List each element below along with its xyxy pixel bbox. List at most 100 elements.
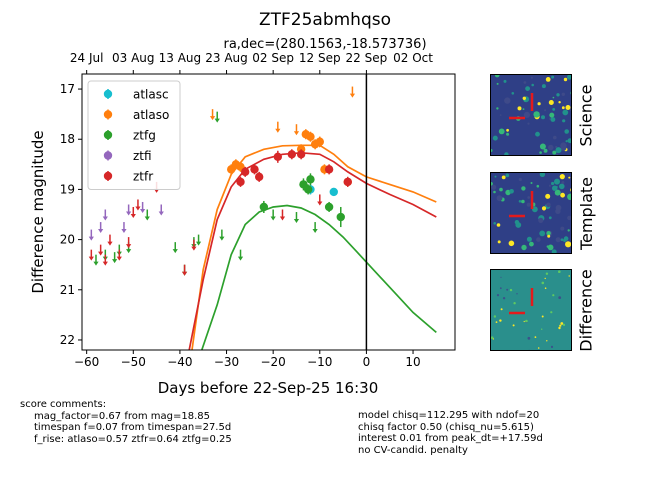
legend-item-atlaso: atlaso (103, 108, 169, 122)
x-tick-label: 10 (405, 355, 420, 369)
axis-ticks: −60 −50 −40 −30 −20 −10 0 10 17 18 19 20 21 22 24 Jul 0… (60, 51, 434, 369)
x-tick-label: −30 (214, 355, 239, 369)
detection-ztfr (296, 149, 306, 160)
upper-limit-ztfg (237, 249, 244, 261)
detection-ztfg (336, 206, 345, 228)
top-date-label: 02 Sep (252, 51, 294, 65)
score-comment-line: timespan f=0.07 from timespan=27.5d (34, 422, 232, 433)
top-date-label: 12 Sep (299, 51, 341, 65)
x-tick-label: −60 (74, 355, 99, 369)
upper-limit-ztfi (140, 201, 146, 213)
upper-limit-ztfr (317, 194, 323, 206)
model-notes: model chisq=112.295 with ndof=20 chisq fa… (358, 410, 543, 456)
top-date-label: 23 Aug (205, 51, 248, 65)
upper-limit-ztfr (102, 254, 108, 266)
top-date-label: 03 Aug (112, 51, 155, 65)
upper-limit-ztfg (172, 242, 178, 254)
legend-marker (103, 89, 113, 99)
detection-ztfr (287, 149, 297, 160)
y-axis-label: Difference magnitude (29, 130, 47, 293)
detection-ztfr (254, 171, 264, 182)
upper-limit-ztfg (219, 229, 225, 241)
science-stamp-image (490, 74, 572, 156)
upper-limit-ztfg (312, 222, 318, 234)
legend-item-ztfr: ztfr (103, 170, 153, 184)
detection-atlaso (306, 131, 315, 142)
detection-ztfr (236, 176, 245, 187)
legend-label: ztfg (133, 129, 156, 143)
detection-ztfr (343, 176, 352, 187)
science-label: Science (576, 83, 596, 147)
upper-limit-ztfi (121, 222, 127, 234)
detection-atlasc (329, 187, 338, 197)
model-note-line: chisq factor 0.50 (chisq_nu=5.615) (358, 421, 534, 433)
legend-marker (103, 130, 113, 140)
y-tick-label: 20 (60, 233, 75, 247)
template-stamp-image (490, 172, 572, 254)
y-tick-label: 17 (60, 82, 75, 96)
legend-label: atlaso (133, 108, 169, 122)
upper-limit-ztfr (191, 239, 197, 251)
difference-label: Difference (576, 268, 596, 352)
top-date-label: 24 Jul (70, 51, 104, 65)
legend-box (87, 80, 181, 190)
chart-title: ZTF25abmhqso (259, 10, 391, 30)
upper-limit-ztfg (112, 252, 118, 264)
template-label: Template (576, 176, 596, 250)
x-axis-label: Days before 22-Sep-25 16:30 (158, 379, 379, 397)
detection-atlaso (315, 136, 324, 147)
upper-limit-ztfi (98, 222, 104, 234)
upper-limit-atlaso (293, 124, 300, 136)
upper-limit-ztfr (130, 207, 136, 218)
difference-stamp-image (490, 269, 572, 351)
model-note-line: interest 0.01 from peak_dt=+17.59d (358, 433, 543, 444)
model-note-line: model chisq=112.295 with ndof=20 (358, 410, 540, 421)
detection-ztfr (273, 150, 283, 163)
upper-limit-ztfr (126, 237, 132, 249)
upper-limit-ztfr (181, 264, 188, 276)
legend-marker (103, 151, 113, 160)
upper-limit-ztfi (88, 229, 94, 241)
x-tick-label: 0 (363, 355, 371, 369)
upper-limit-ztfi (102, 209, 108, 221)
legend-item-ztfi: ztfi (103, 149, 152, 163)
upper-limit-ztfg (144, 209, 150, 221)
legend-label: ztfr (133, 170, 153, 184)
detection-ztfg (306, 173, 315, 186)
upper-limit-ztfg (93, 254, 99, 266)
upper-limit-ztfr (116, 249, 122, 261)
upper-limit-ztfg (293, 212, 300, 224)
detection-ztfg (303, 184, 313, 195)
lightcurve-chart: ZTF25abmhqso ra,dec=(280.1563,-18.573736… (29, 10, 456, 397)
x-tick-label: −10 (307, 355, 332, 369)
legend-label: atlasc (133, 88, 169, 102)
upper-limit-atlaso (275, 121, 281, 133)
legend-item-ztfg: ztfg (103, 129, 156, 143)
score-comments-heading: score comments: (20, 399, 107, 410)
y-tick-label: 21 (60, 283, 75, 297)
upper-limit-ztfi (126, 204, 132, 216)
upper-limit-ztfg (195, 234, 202, 246)
upper-limit-atlaso (209, 109, 216, 121)
y-tick-label: 18 (60, 132, 75, 146)
plot-contents (88, 74, 437, 350)
x-tick-label: −40 (167, 355, 192, 369)
upper-limit-ztfg (214, 111, 220, 123)
top-date-label: 22 Sep (346, 51, 388, 65)
chart-subtitle: ra,dec=(280.1563,-18.573736) (223, 37, 426, 52)
score-comment-line: f_rise: atlaso=0.57 ztfr=0.64 ztfg=0.25 (34, 433, 232, 445)
upper-limit-ztfr (98, 244, 104, 256)
upper-limit-ztfr (135, 199, 141, 211)
model-note-line: no CV-candid. penalty (358, 444, 468, 456)
x-tick-label: −20 (260, 355, 285, 369)
model-curve-ztfg (200, 204, 437, 350)
legend: atlasc atlaso ztfg ztfi ztfr (87, 80, 181, 190)
y-tick-label: 22 (60, 333, 75, 347)
legend-marker (103, 171, 113, 181)
legend-marker (103, 110, 113, 119)
detection-ztfg (324, 201, 334, 212)
plot-area (88, 74, 437, 350)
plot-frame (81, 73, 456, 351)
detection-ztfg (259, 200, 269, 214)
score-comment-line: mag_factor=0.67 from mag=18.85 (34, 410, 211, 422)
